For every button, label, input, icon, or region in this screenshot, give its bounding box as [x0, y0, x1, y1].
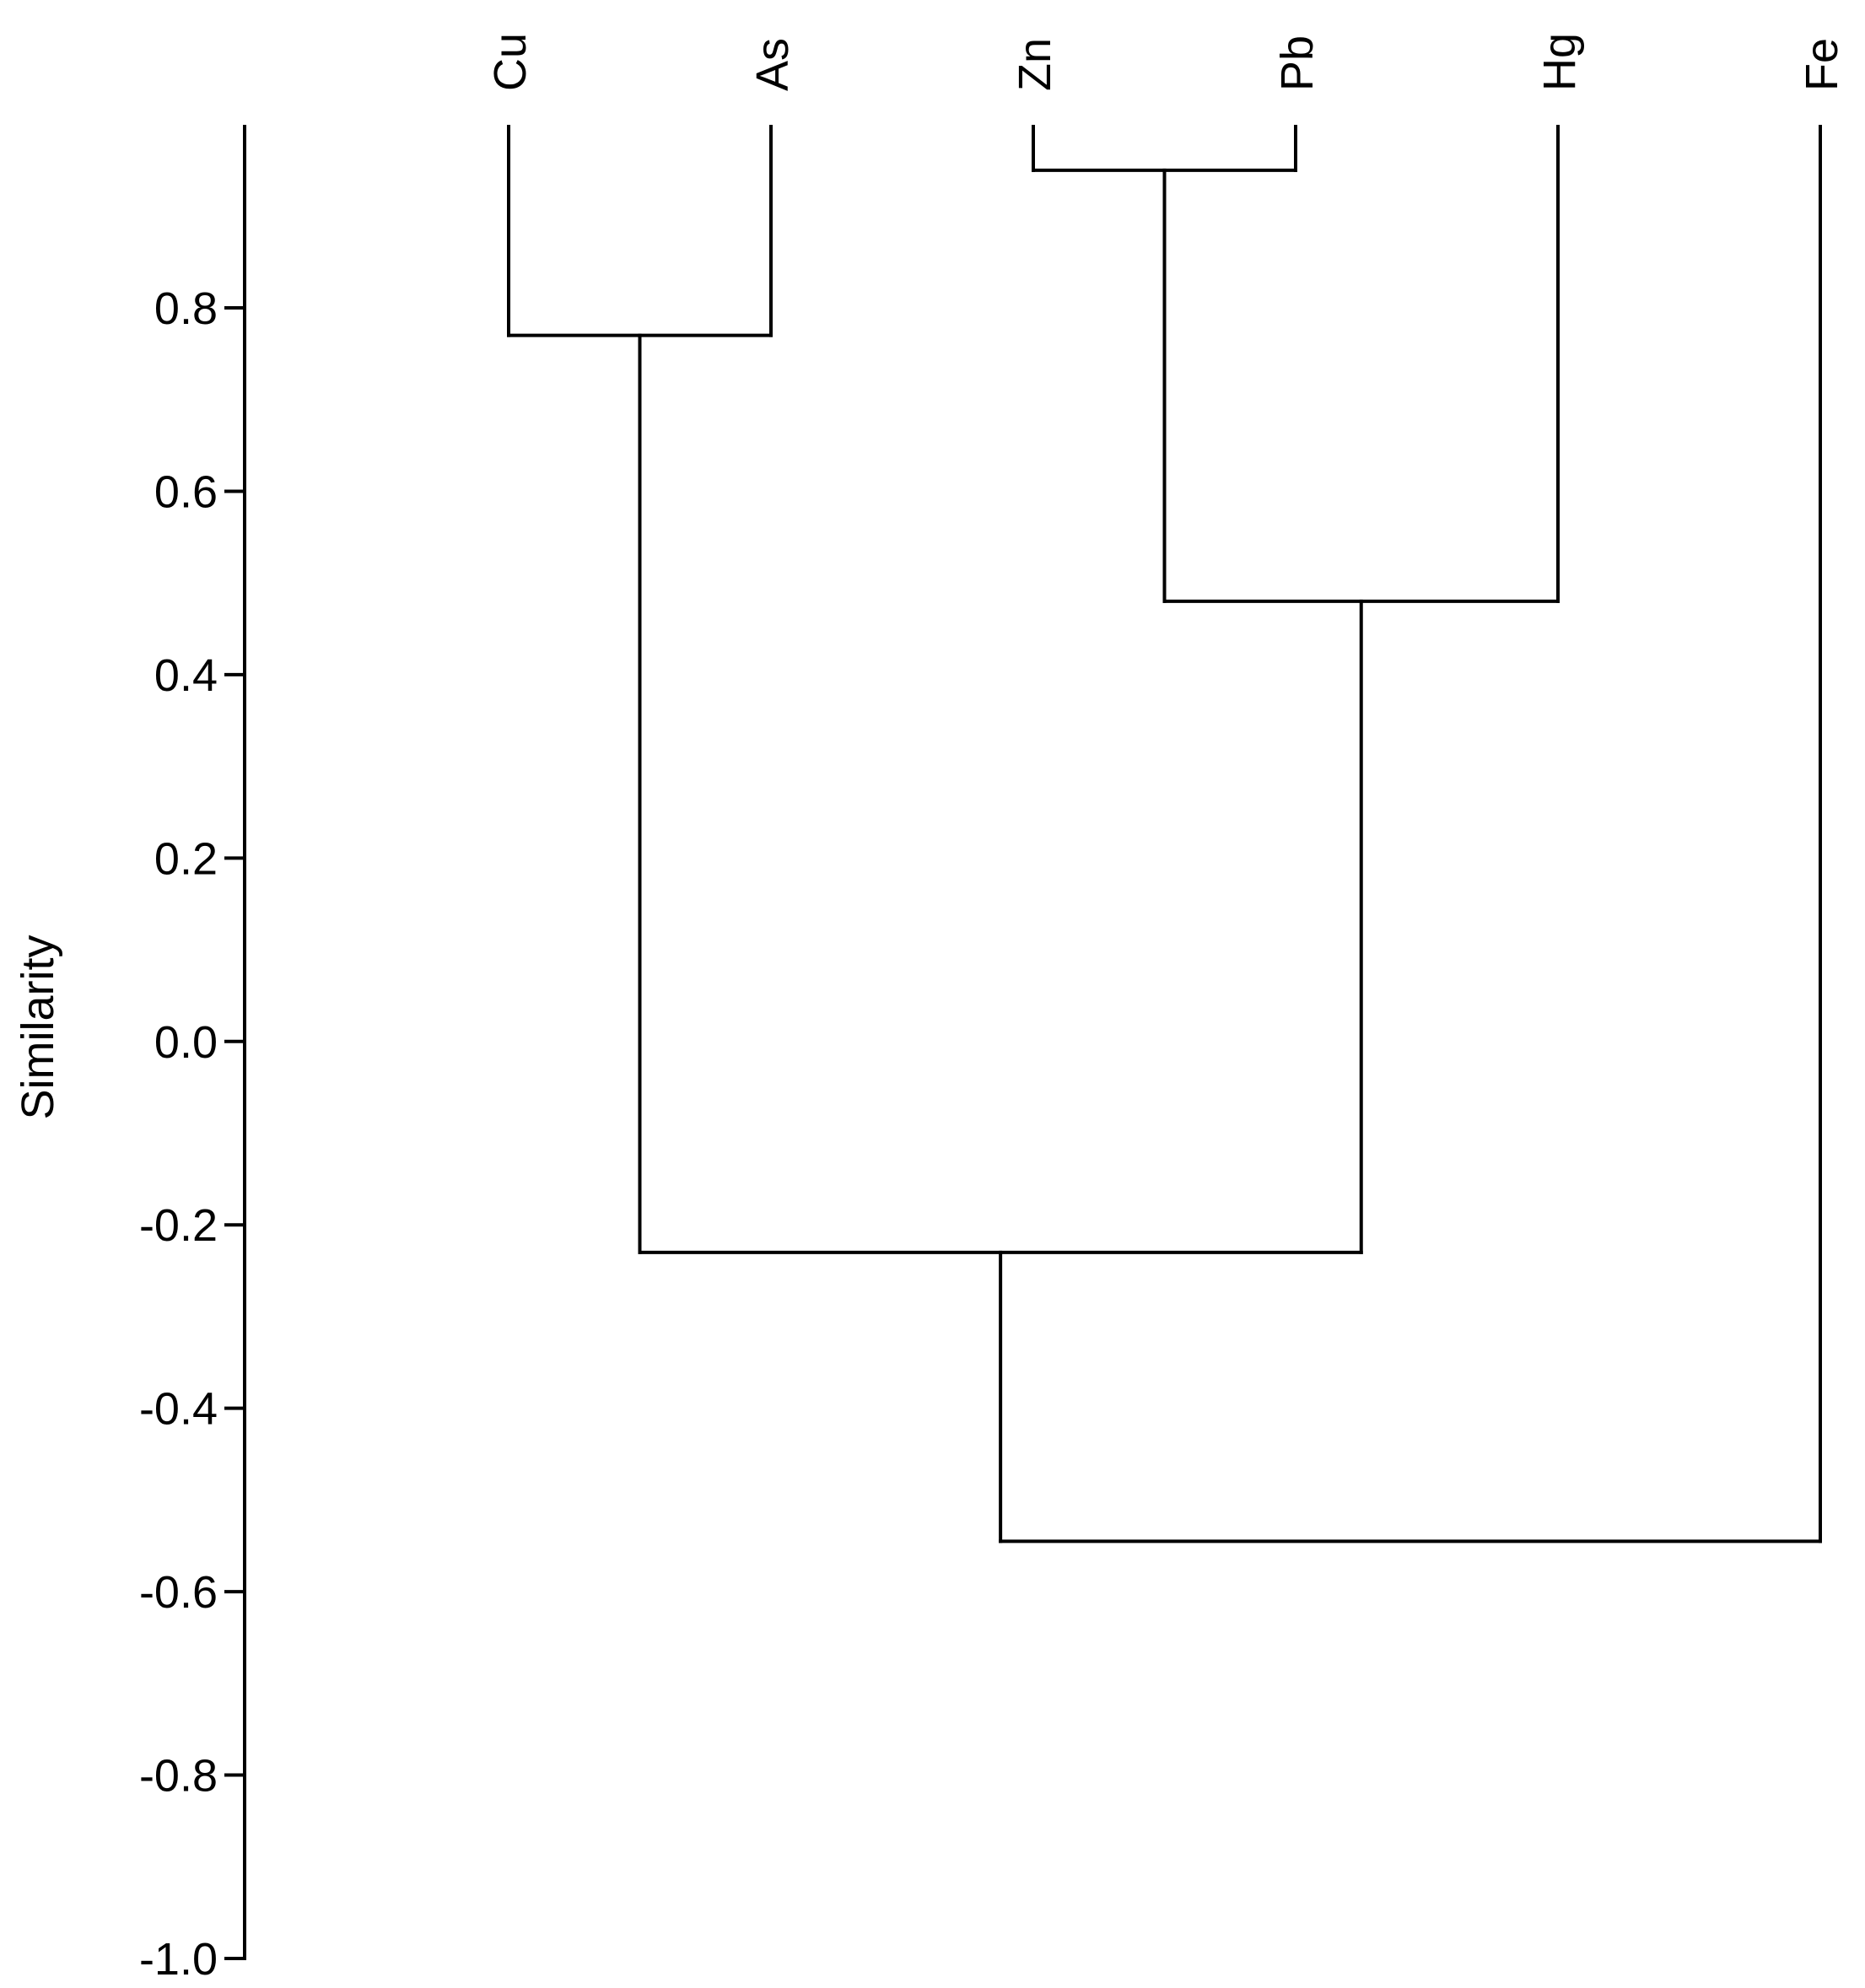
y-tick-label: 0.6 [154, 466, 218, 517]
y-axis: 0.8 0.6 0.4 0.2 0.0 -0.2 -0.4 -0.6 -0.8 -1.0 [139, 125, 246, 1985]
y-tick-label: -0.4 [139, 1384, 218, 1435]
y-tick-label: 0.4 [154, 650, 218, 701]
leaf-label-hg: Hg [1534, 33, 1585, 91]
y-axis-label: Similarity [13, 935, 63, 1119]
leaf-label-pb: Pb [1272, 35, 1323, 91]
y-tick-label: -0.6 [139, 1567, 218, 1618]
dendrogram-links [507, 125, 1822, 1544]
leaf-labels: Cu As Zn Pb Hg Fe [485, 33, 1847, 91]
y-tick-label: 0.2 [154, 833, 218, 884]
leaf-label-zn: Zn [1010, 38, 1060, 91]
y-tick-label: 0.0 [154, 1017, 218, 1068]
leaf-label-cu: Cu [485, 33, 536, 91]
leaf-label-as: As [747, 38, 798, 91]
leaf-label-fe: Fe [1797, 38, 1847, 91]
y-tick-label: -0.2 [139, 1200, 218, 1251]
y-tick-label: 0.8 [154, 283, 218, 334]
y-tick-label: -1.0 [139, 1934, 218, 1985]
y-tick-label: -0.8 [139, 1751, 218, 1802]
